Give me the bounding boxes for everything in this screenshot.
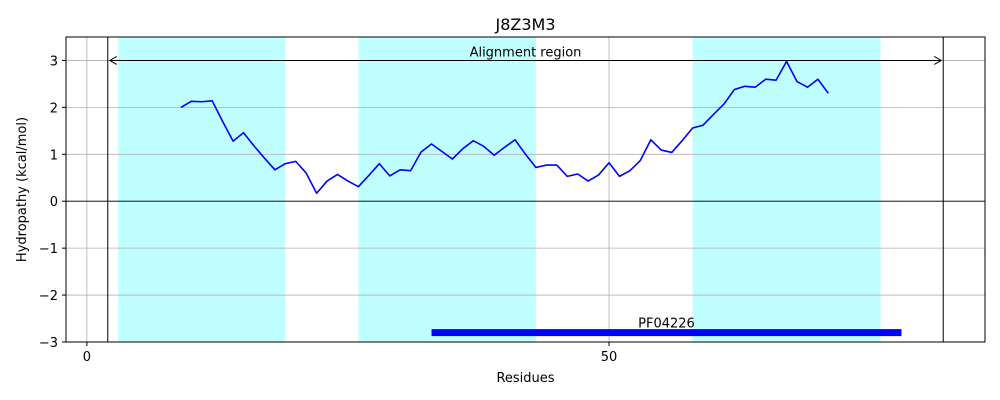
alignment-arrow-left-head bbox=[108, 56, 118, 65]
alignment-arrow-right-head bbox=[933, 56, 943, 65]
y-axis-label: Hydropathy (kcal/mol) bbox=[15, 117, 30, 262]
y-tick-label-1: −2 bbox=[39, 289, 58, 304]
y-tick-label-6: 3 bbox=[50, 54, 58, 69]
x-tick-label-0: 0 bbox=[83, 350, 91, 365]
reference-lines bbox=[66, 37, 985, 342]
x-axis-label: Residues bbox=[496, 371, 554, 386]
y-tick-label-2: −1 bbox=[39, 242, 58, 257]
chart-title: J8Z3M3 bbox=[494, 15, 555, 34]
domain-bar bbox=[431, 329, 902, 337]
hydropathy-line-1 bbox=[180, 60, 829, 195]
axis-ticks: 0 50 −3 −2 −1 0 1 2 3 bbox=[39, 54, 617, 365]
x-tick-label-1: 50 bbox=[601, 350, 618, 365]
alignment-region-label: Alignment region bbox=[470, 45, 582, 60]
shaded-region-1 bbox=[118, 37, 286, 342]
y-tick-label-0: −3 bbox=[39, 336, 58, 351]
annotations: Alignment region PF04226 bbox=[108, 45, 943, 337]
y-tick-label-3: 0 bbox=[50, 195, 58, 210]
hydrophobic-regions bbox=[118, 37, 881, 342]
y-tick-label-5: 2 bbox=[50, 101, 58, 116]
domain-bar-label: PF04226 bbox=[638, 317, 695, 332]
y-tick-label-4: 1 bbox=[50, 148, 58, 163]
shaded-region-3 bbox=[692, 37, 881, 342]
plot-frame bbox=[65, 36, 986, 343]
series-layer bbox=[180, 60, 829, 195]
shaded-region-2 bbox=[358, 37, 536, 342]
